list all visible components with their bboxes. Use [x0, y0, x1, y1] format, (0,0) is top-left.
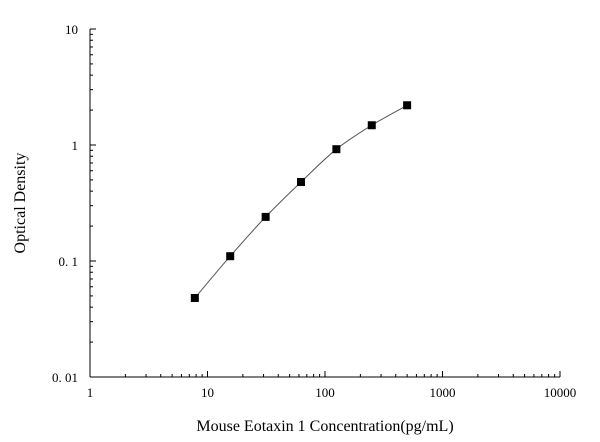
x-tick-label: 10: [201, 385, 214, 400]
tick-labels: 1 10 100 1000 10000 0. 01 0. 1 1 10: [52, 22, 576, 400]
series: [190, 101, 412, 302]
data-point: [297, 177, 306, 186]
x-tick-label: 1000: [430, 385, 456, 400]
x-tick-label: 100: [315, 385, 335, 400]
x-axis-title: Mouse Eotaxin 1 Concentration(pg/mL): [196, 418, 453, 435]
data-point: [332, 145, 341, 154]
data-point: [261, 212, 270, 221]
data-point: [367, 121, 376, 130]
data-point: [403, 101, 412, 110]
y-axis-title: Optical Density: [12, 153, 29, 254]
y-tick-label: 10: [65, 22, 78, 37]
x-tick-label: 10000: [544, 385, 577, 400]
x-tick-label: 1: [87, 385, 94, 400]
y-tick-label: 0. 1: [59, 254, 79, 269]
y-tick-label: 0. 01: [52, 370, 78, 385]
axes: [89, 29, 560, 378]
ticks: [89, 28, 561, 378]
y-tick-label: 1: [72, 138, 79, 153]
data-point: [226, 252, 235, 261]
data-point: [190, 293, 199, 302]
series-line: [194, 104, 408, 299]
